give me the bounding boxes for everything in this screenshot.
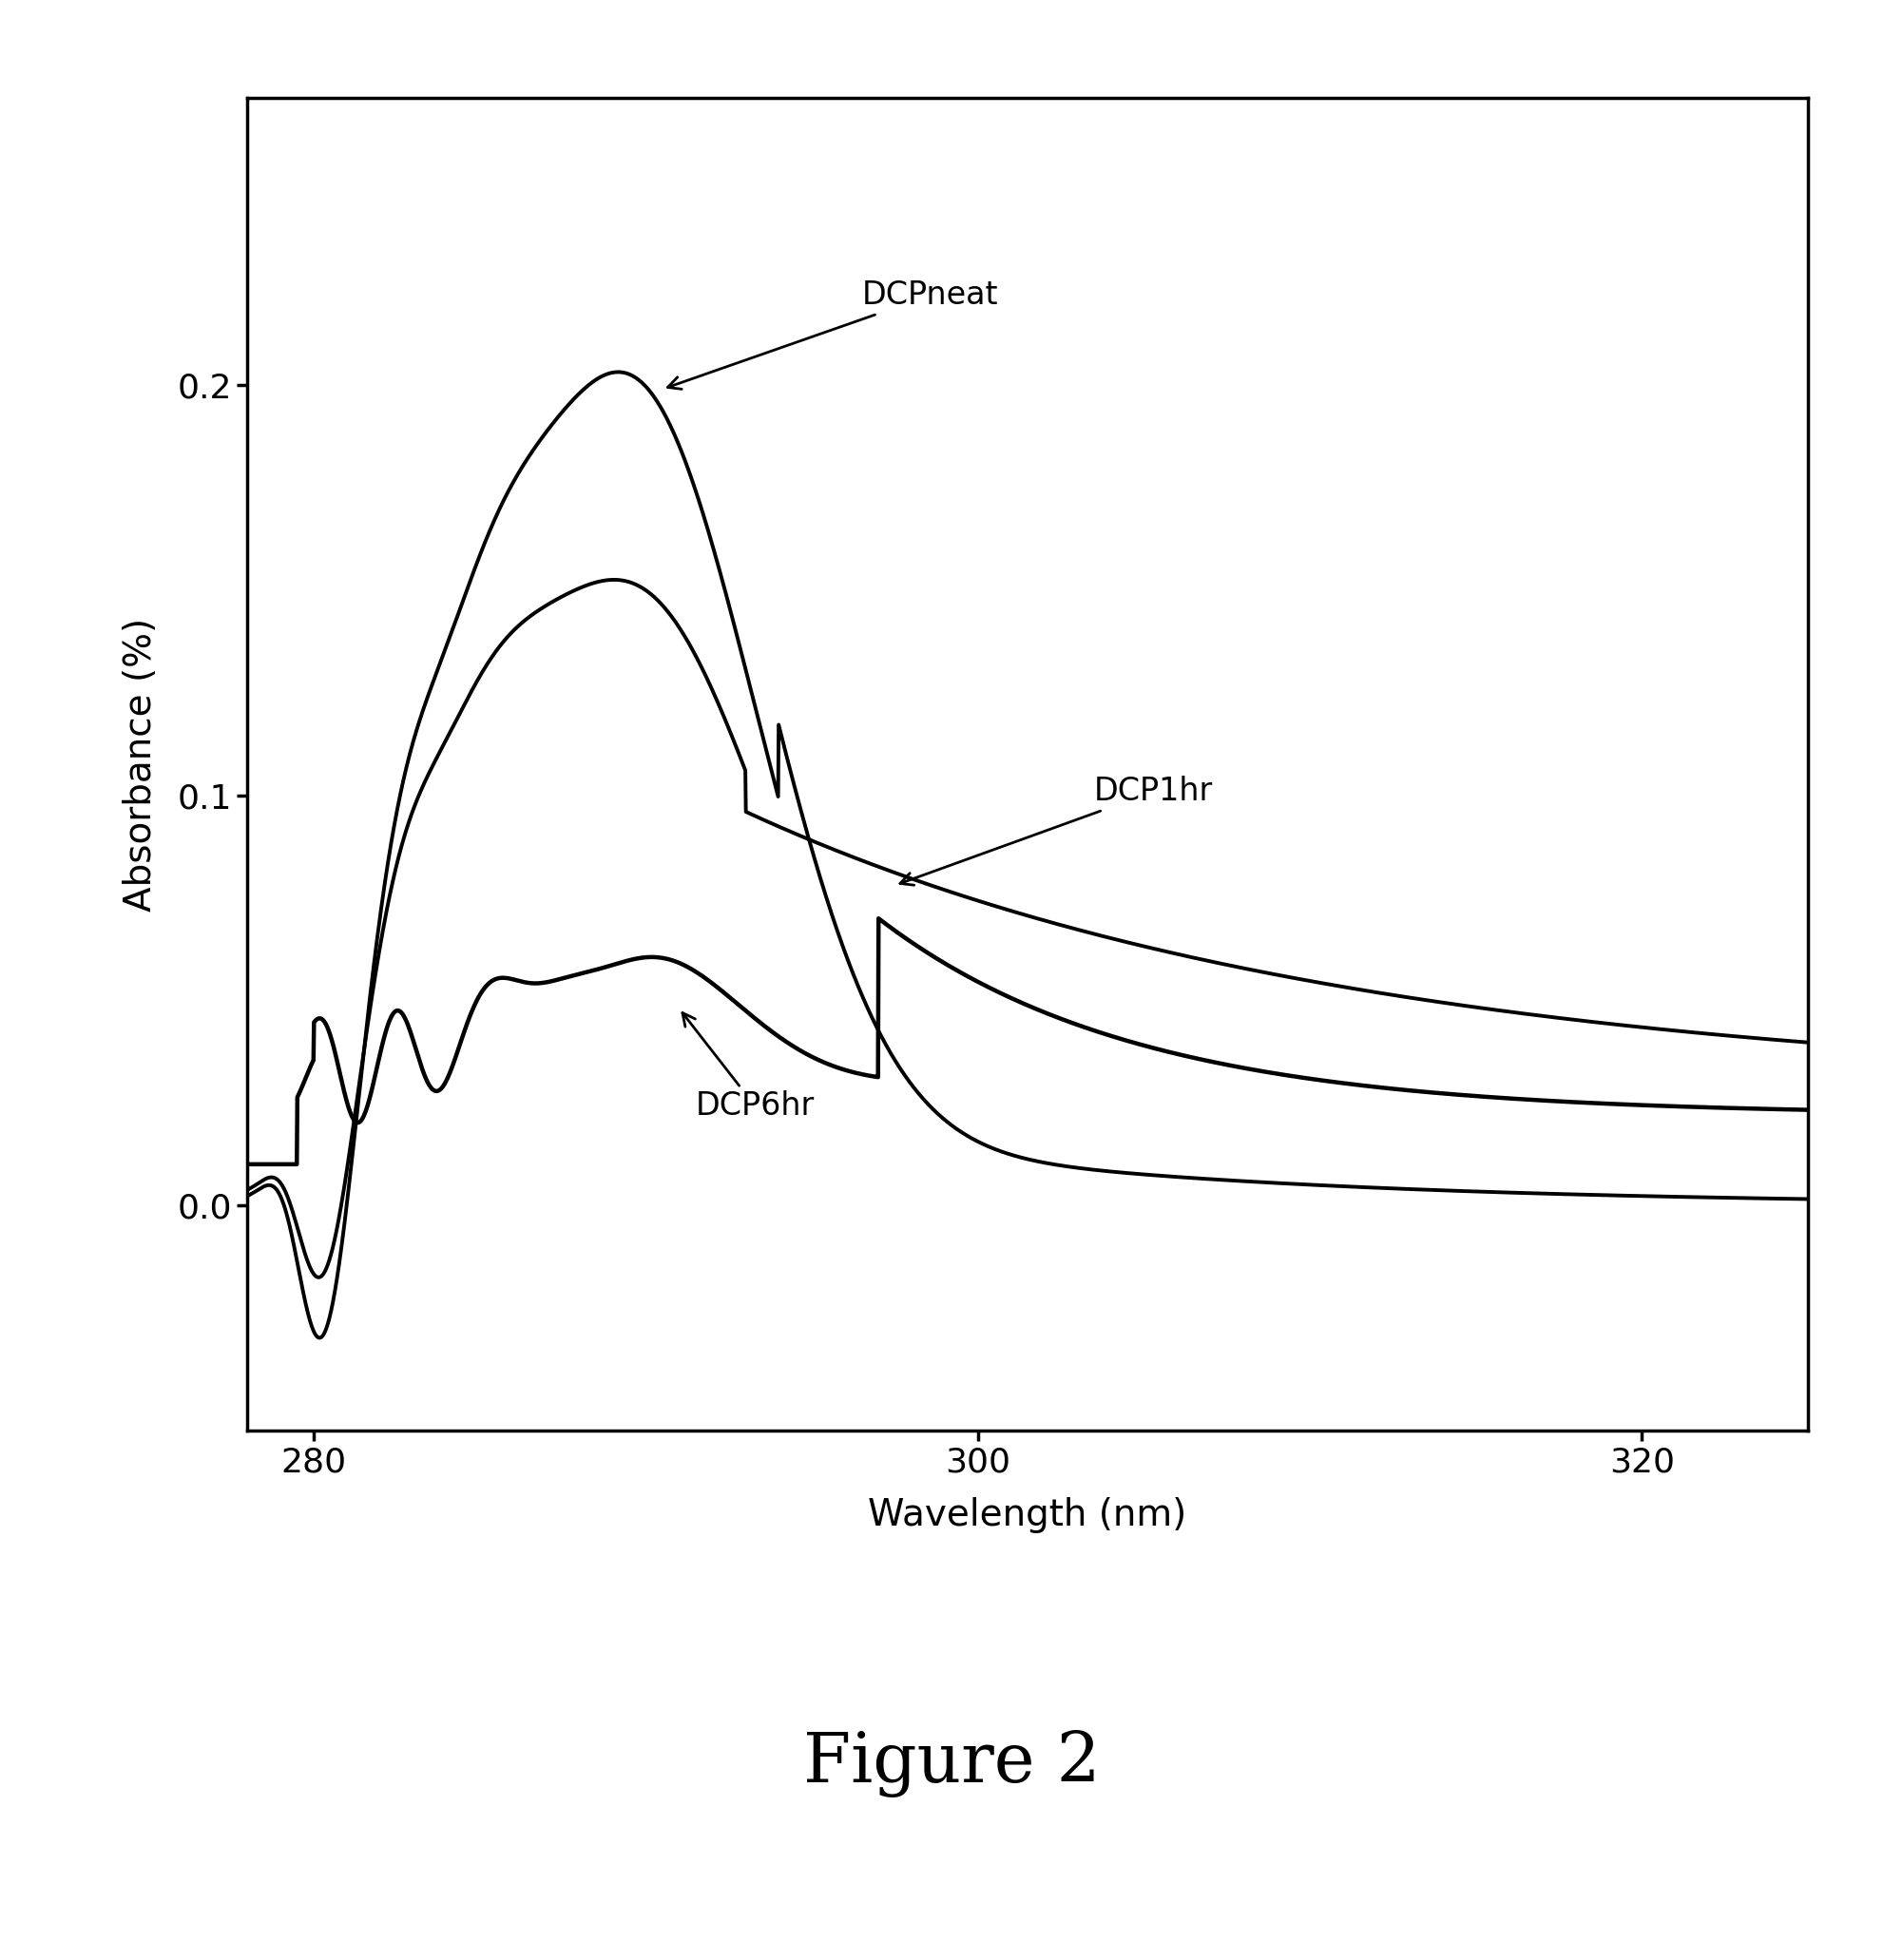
Text: DCPneat: DCPneat [668, 280, 997, 390]
Text: Figure 2: Figure 2 [803, 1731, 1100, 1797]
Text: DCP1hr: DCP1hr [900, 776, 1212, 886]
Text: DCP6hr: DCP6hr [683, 1013, 814, 1121]
X-axis label: Wavelength (nm): Wavelength (nm) [868, 1497, 1187, 1533]
Y-axis label: Absorbance (%): Absorbance (%) [124, 617, 160, 911]
